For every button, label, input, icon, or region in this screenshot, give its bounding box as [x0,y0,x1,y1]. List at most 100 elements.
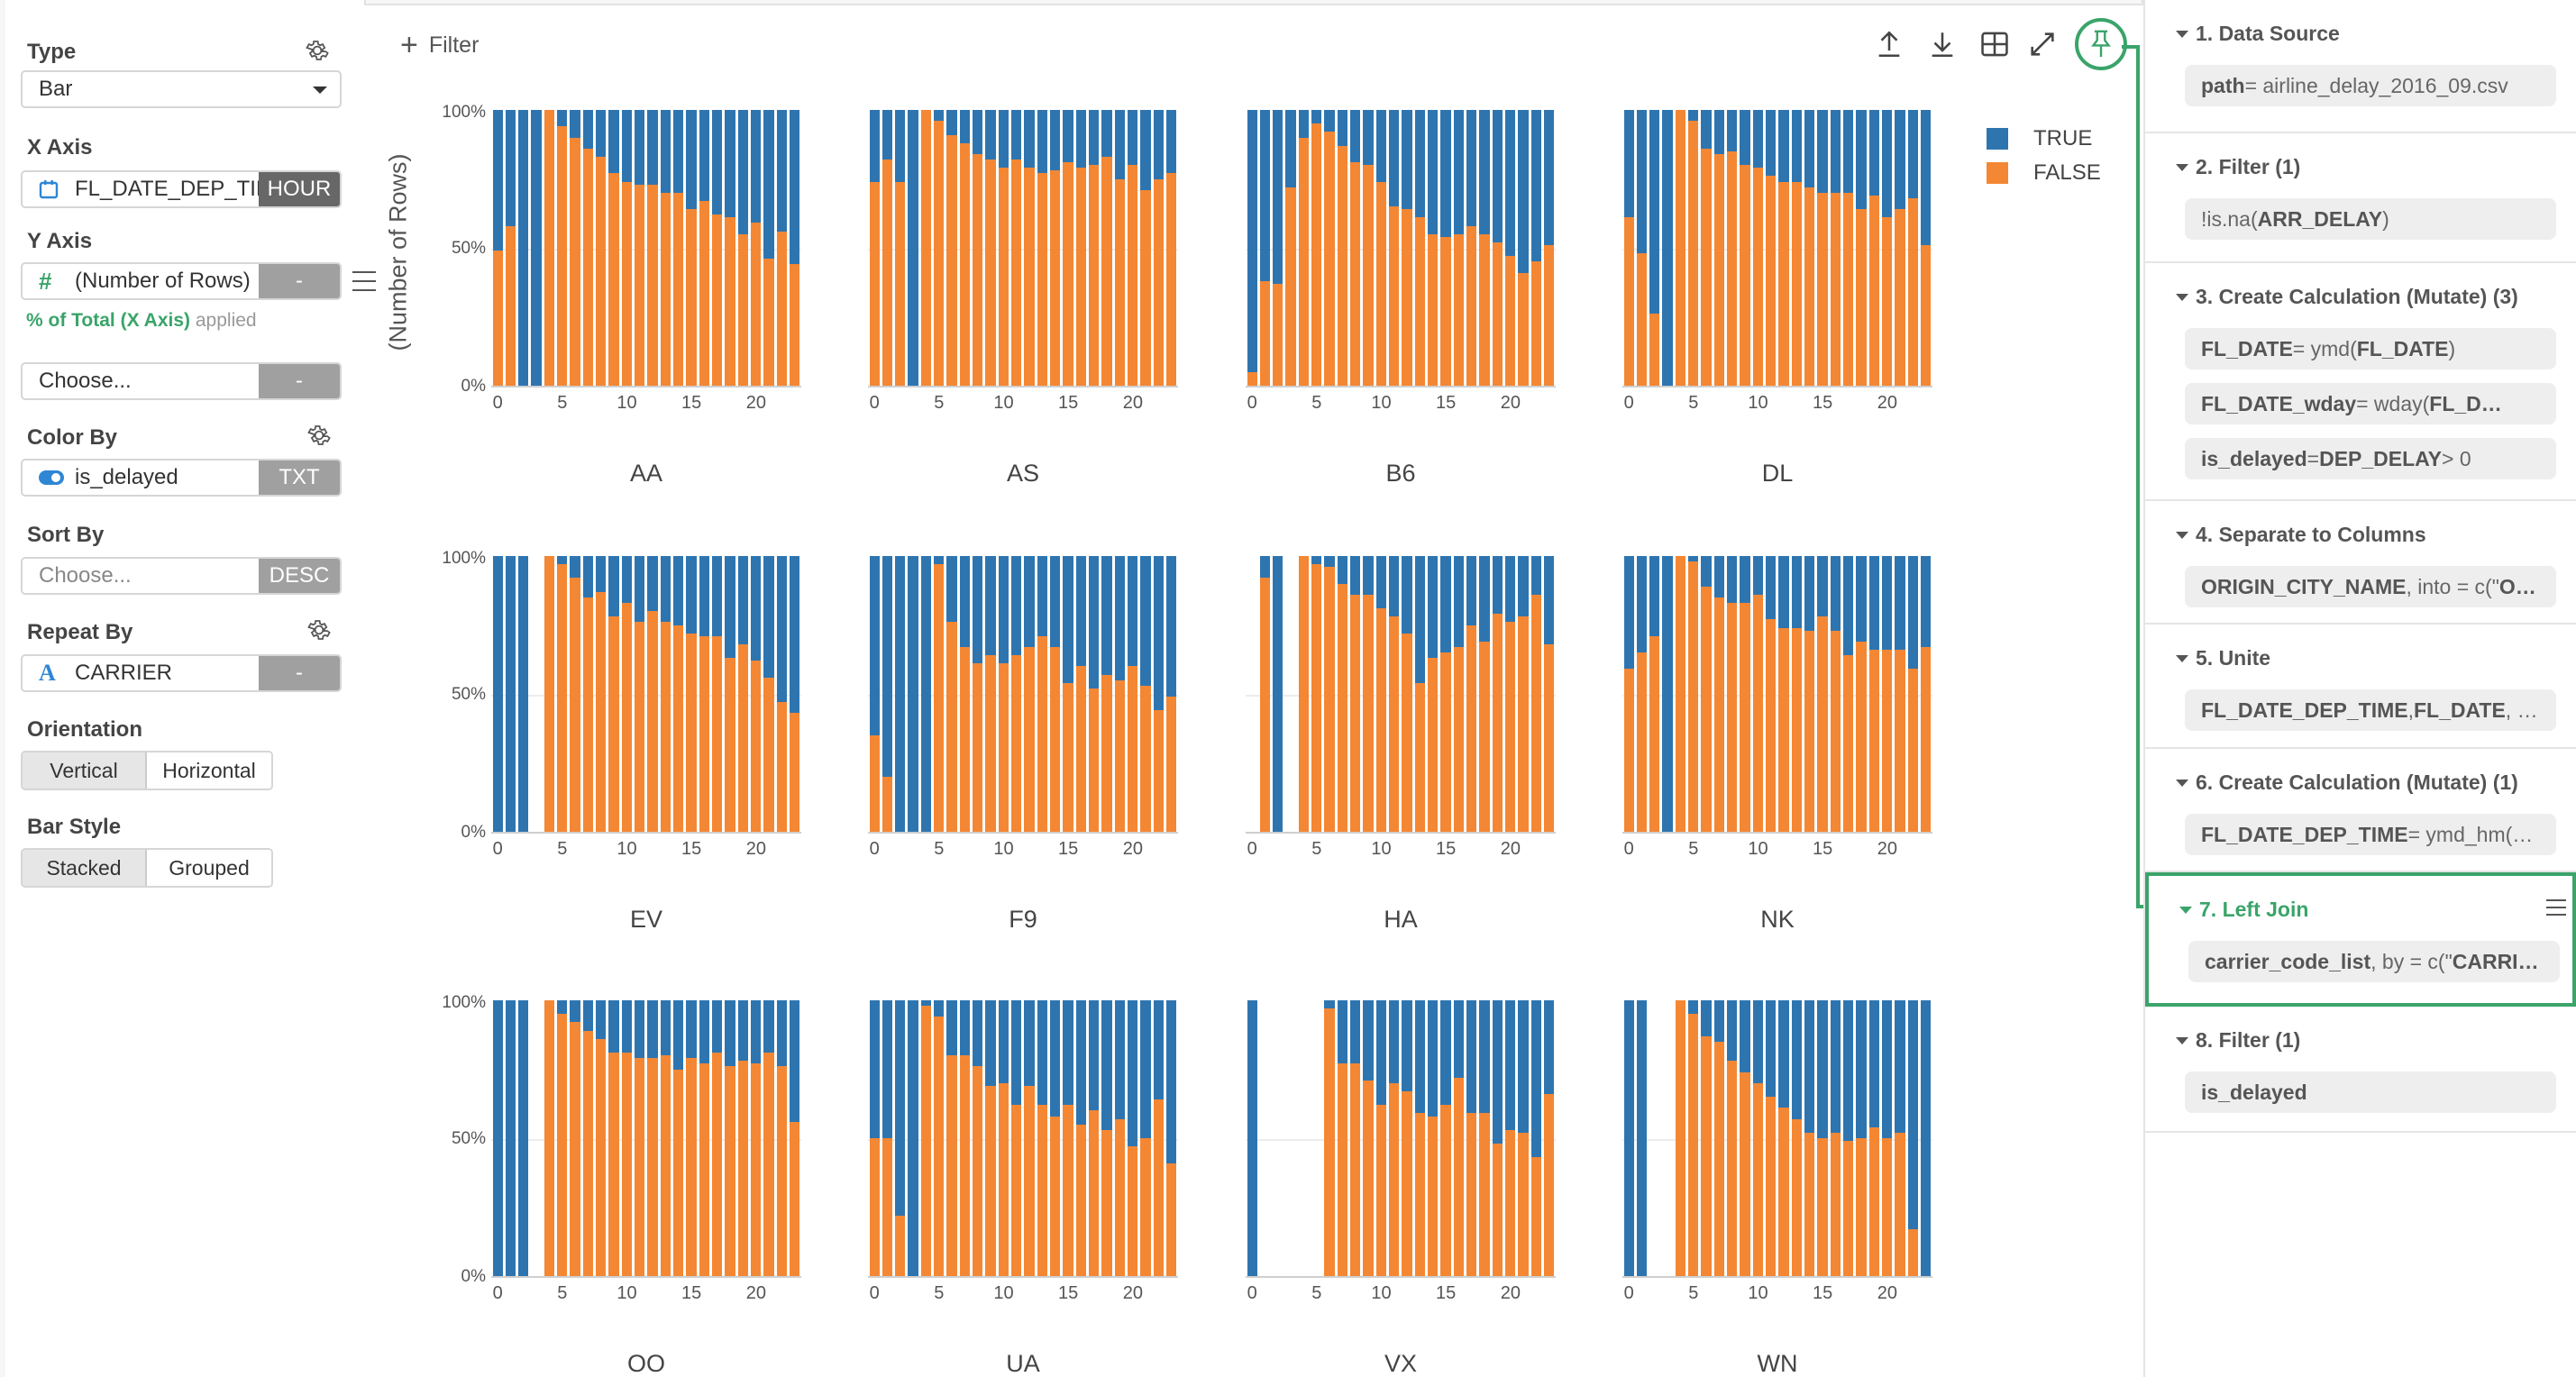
stacked-bar[interactable] [725,1000,735,1276]
bar-segment-true[interactable] [1740,110,1750,166]
bar-segment-false[interactable] [1778,1108,1789,1276]
bar-segment-false[interactable] [1050,646,1061,832]
bar-segment-false[interactable] [1907,197,1919,386]
bar-segment-false[interactable] [1868,650,1880,832]
stacked-bar[interactable] [1544,1000,1555,1276]
bar-segment-false[interactable] [895,181,906,386]
stacked-bar[interactable] [1907,110,1919,386]
bar-segment-false[interactable] [725,1066,735,1276]
bar-segment-false[interactable] [647,184,658,386]
stacked-bar[interactable] [712,110,723,386]
stacked-bar[interactable] [751,110,762,386]
bar-segment-true[interactable] [1273,110,1283,284]
stacked-bar[interactable] [1766,556,1777,832]
stacked-bar[interactable] [673,556,684,832]
stacked-bar[interactable] [1140,1000,1151,1276]
bar-segment-true[interactable] [882,1000,893,1138]
bar-segment-true[interactable] [1623,110,1634,218]
bar-segment-true[interactable] [1414,110,1426,218]
stacked-bar[interactable] [596,556,607,832]
stacked-bar[interactable] [699,556,710,832]
stacked-bar[interactable] [1701,110,1712,386]
bar-segment-false[interactable] [686,633,697,832]
stacked-bar[interactable] [920,1000,932,1276]
bar-segment-false[interactable] [1285,187,1296,386]
stacked-bar[interactable] [1440,1000,1451,1276]
bar-segment-true[interactable] [1530,110,1542,262]
bar-segment-false[interactable] [737,1061,749,1276]
bar-segment-false[interactable] [1856,1138,1867,1276]
bar-segment-true[interactable] [686,1000,697,1059]
step-2[interactable]: 2. Filter (1) !is.na(ARR_DELAY) [2145,133,2576,263]
bar-segment-false[interactable] [544,110,555,386]
stacked-bar[interactable] [895,556,906,832]
bar-segment-true[interactable] [1778,110,1789,182]
stacked-bar[interactable] [1247,556,1257,832]
bar-segment-false[interactable] [946,1055,957,1276]
bar-segment-false[interactable] [1389,206,1400,386]
bar-segment-true[interactable] [1037,110,1048,174]
stacked-bar[interactable] [1311,1000,1321,1276]
stacked-bar[interactable] [1623,556,1634,832]
step-detail-chip[interactable]: FL_DATE = ymd(FL_DATE) [2185,328,2556,369]
gear-icon[interactable] [306,616,333,643]
bar-segment-false[interactable] [1688,561,1699,832]
stacked-bar[interactable] [1453,556,1465,832]
bar-segment-true[interactable] [998,556,1009,664]
bar-segment-false[interactable] [790,1121,800,1276]
stacked-bar[interactable] [1128,556,1138,832]
bar-segment-false[interactable] [1882,650,1893,832]
bar-segment-true[interactable] [1518,110,1529,273]
bar-segment-true[interactable] [1101,110,1112,158]
x-axis-field[interactable]: FL_DATE_DEP_TIM HOUR [21,170,342,208]
stacked-bar[interactable] [1505,110,1516,386]
collapse-caret-icon[interactable] [2176,294,2188,301]
bar-segment-false[interactable] [1766,1097,1777,1276]
bar-segment-true[interactable] [1428,556,1439,659]
bar-segment-false[interactable] [1727,150,1738,386]
stacked-bar[interactable] [1089,1000,1100,1276]
stacked-bar[interactable] [686,110,697,386]
bar-segment-false[interactable] [1649,314,1660,386]
bar-segment-true[interactable] [869,556,880,735]
bar-segment-true[interactable] [985,110,996,160]
stacked-bar[interactable] [557,1000,568,1276]
stacked-bar[interactable] [1298,556,1310,832]
stacked-bar[interactable] [1453,110,1465,386]
bar-segment-true[interactable] [557,556,568,565]
stacked-bar[interactable] [660,110,671,386]
stacked-bar[interactable] [518,556,529,832]
stacked-bar[interactable] [869,110,880,386]
bar-segment-true[interactable] [1492,110,1503,242]
bar-segment-true[interactable] [635,1000,645,1059]
bar-segment-true[interactable] [1921,1000,1932,1276]
bar-segment-false[interactable] [1075,168,1087,386]
bar-segment-true[interactable] [1727,556,1738,604]
bar-segment-true[interactable] [1389,556,1400,617]
bar-segment-false[interactable] [776,1066,788,1276]
legend-item-true[interactable]: TRUE [1987,122,2101,156]
bar-segment-true[interactable] [1713,1000,1725,1042]
stacked-bar[interactable] [1766,1000,1777,1276]
bar-segment-true[interactable] [1363,556,1374,595]
bar-segment-false[interactable] [1101,1129,1112,1276]
stacked-bar[interactable] [1337,1000,1348,1276]
stacked-bar[interactable] [763,110,774,386]
stacked-bar[interactable] [635,556,645,832]
stacked-bar[interactable] [1453,1000,1465,1276]
stacked-bar[interactable] [1907,1000,1919,1276]
stacked-bar[interactable] [1778,556,1789,832]
bar-segment-true[interactable] [1843,110,1854,193]
bar-segment-true[interactable] [1140,556,1151,686]
bar-segment-false[interactable] [660,192,671,386]
stacked-bar[interactable] [1740,110,1750,386]
bar-segment-false[interactable] [712,1053,723,1276]
bar-segment-false[interactable] [1428,1116,1439,1276]
bar-segment-true[interactable] [1402,556,1412,634]
step-detail-chip[interactable]: !is.na(ARR_DELAY) [2185,198,2556,240]
stacked-bar[interactable] [1688,556,1699,832]
bar-segment-false[interactable] [635,622,645,832]
bar-segment-false[interactable] [660,1055,671,1276]
stacked-bar[interactable] [582,1000,594,1276]
bar-segment-true[interactable] [1804,556,1815,631]
